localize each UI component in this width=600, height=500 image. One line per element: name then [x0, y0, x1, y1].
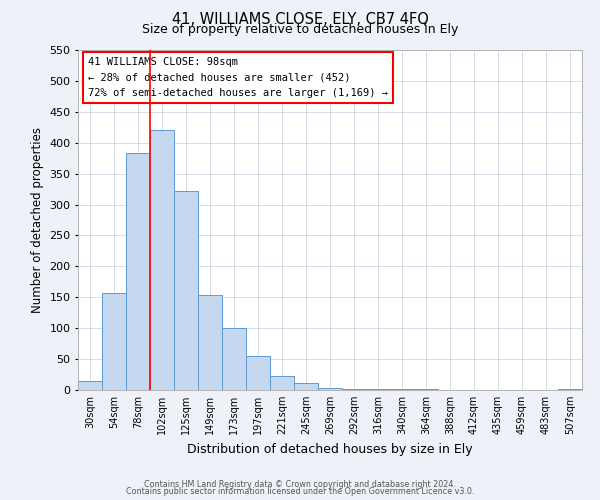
Bar: [102, 293, 126, 390]
Text: 41, WILLIAMS CLOSE, ELY, CB7 4FQ: 41, WILLIAMS CLOSE, ELY, CB7 4FQ: [172, 12, 428, 28]
Text: Size of property relative to detached houses in Ely: Size of property relative to detached ho…: [142, 22, 458, 36]
Bar: [174, 191, 198, 390]
X-axis label: Distribution of detached houses by size in Ely: Distribution of detached houses by size …: [187, 442, 473, 456]
Bar: [342, 389, 366, 390]
Bar: [198, 296, 222, 390]
Bar: [150, 130, 174, 390]
Bar: [78, 380, 102, 390]
Y-axis label: Number of detached properties: Number of detached properties: [31, 127, 44, 313]
Text: 41 WILLIAMS CLOSE: 98sqm
← 28% of detached houses are smaller (452)
72% of semi-: 41 WILLIAMS CLOSE: 98sqm ← 28% of detach…: [88, 57, 388, 98]
Bar: [318, 388, 342, 390]
Bar: [294, 382, 318, 390]
Text: Contains HM Land Registry data © Crown copyright and database right 2024.: Contains HM Land Registry data © Crown c…: [144, 480, 456, 489]
Bar: [126, 153, 150, 390]
Bar: [270, 376, 294, 390]
Bar: [222, 328, 246, 390]
Text: Contains public sector information licensed under the Open Government Licence v3: Contains public sector information licen…: [126, 487, 474, 496]
Bar: [558, 389, 582, 390]
Bar: [246, 356, 270, 390]
